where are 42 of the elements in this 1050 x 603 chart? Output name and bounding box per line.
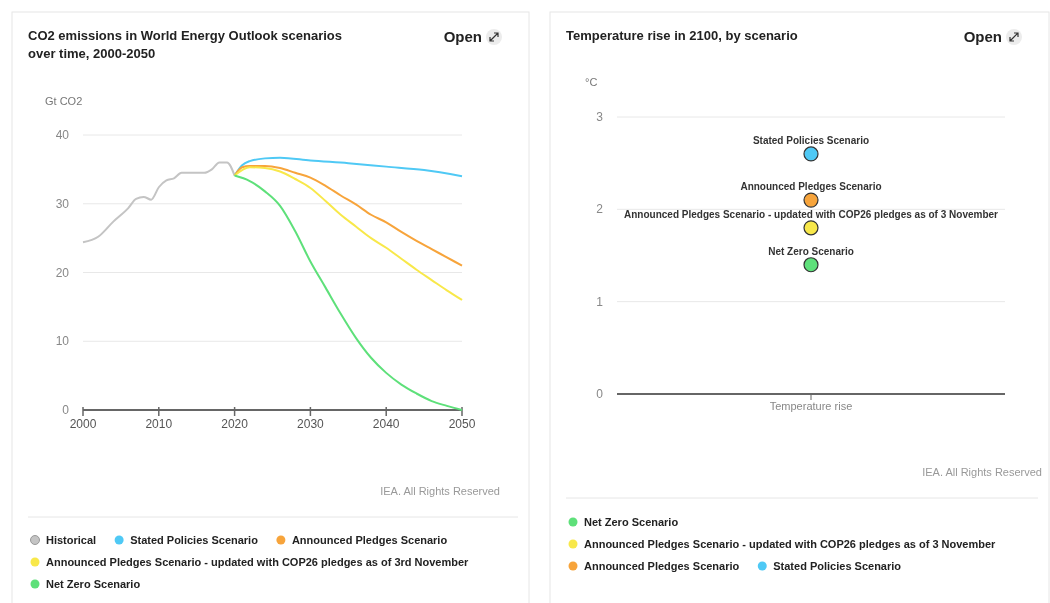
legend-label: Announced Pledges Scenario <box>584 560 740 572</box>
legend-label: Historical <box>46 534 97 546</box>
x-tick-label: 2030 <box>297 417 325 431</box>
legend-label: Net Zero Scenario <box>584 516 679 528</box>
legend-label: Stated Policies Scenario <box>773 560 902 572</box>
x-tick-label: 2020 <box>221 417 249 431</box>
line-series <box>233 166 463 301</box>
legend-label: Net Zero Scenario <box>46 578 141 590</box>
text: Net Zero Scenario <box>768 245 854 257</box>
legend-label: Announced Pledges Scenario - updated with COP26 pledges as of 3 November <box>584 538 997 550</box>
x-tick-label: 2000 <box>69 417 97 431</box>
text: Open <box>963 28 1002 45</box>
y-tick-label: 20 <box>55 265 70 280</box>
chart-title: CO2 emissions in World Energy Outlook scenarios over time, 2000-2050 <box>28 28 343 61</box>
y-axis-title: °C <box>585 76 598 88</box>
text: Announced Pledges Scenario - updated with COP26 pledges as of 3 November <box>624 208 998 220</box>
legend-label: Announced Pledges Scenario - updated with COP26 pledges as of 3rd November <box>46 556 470 568</box>
text: Announced Pledges Scenario <box>740 181 882 193</box>
y-tick-label: 3 <box>596 110 604 124</box>
y-tick-label: 40 <box>55 128 70 142</box>
x-tick-label: 2050 <box>448 417 476 431</box>
line-series <box>233 156 463 178</box>
legend-label: Stated Policies Scenario <box>130 534 259 546</box>
y-tick-label: 10 <box>55 334 70 349</box>
text: IEA. All Rights Reserved <box>380 485 500 497</box>
x-tick-label: 2010 <box>145 417 173 431</box>
chart-title: Temperature rise in 2100, by scenario <box>566 28 798 43</box>
x-tick-label: 2040 <box>372 417 400 431</box>
line-series <box>233 164 463 267</box>
legend-label: Announced Pledges Scenario <box>291 534 448 546</box>
text: IEA. All Rights Reserved <box>922 466 1042 478</box>
y-tick-label: 1 <box>596 294 604 309</box>
y-tick-label: 30 <box>55 196 70 211</box>
y-tick-label: 0 <box>62 403 70 417</box>
text: Open <box>443 28 482 45</box>
x-tick-label: Temperature rise <box>769 400 853 412</box>
y-axis-title: Gt CO2 <box>45 95 83 107</box>
line-series <box>233 174 463 411</box>
y-tick-label: 0 <box>596 387 604 401</box>
y-tick-label: 2 <box>596 202 604 217</box>
text: Stated Policies Scenario <box>752 134 870 146</box>
line-series <box>82 161 236 244</box>
